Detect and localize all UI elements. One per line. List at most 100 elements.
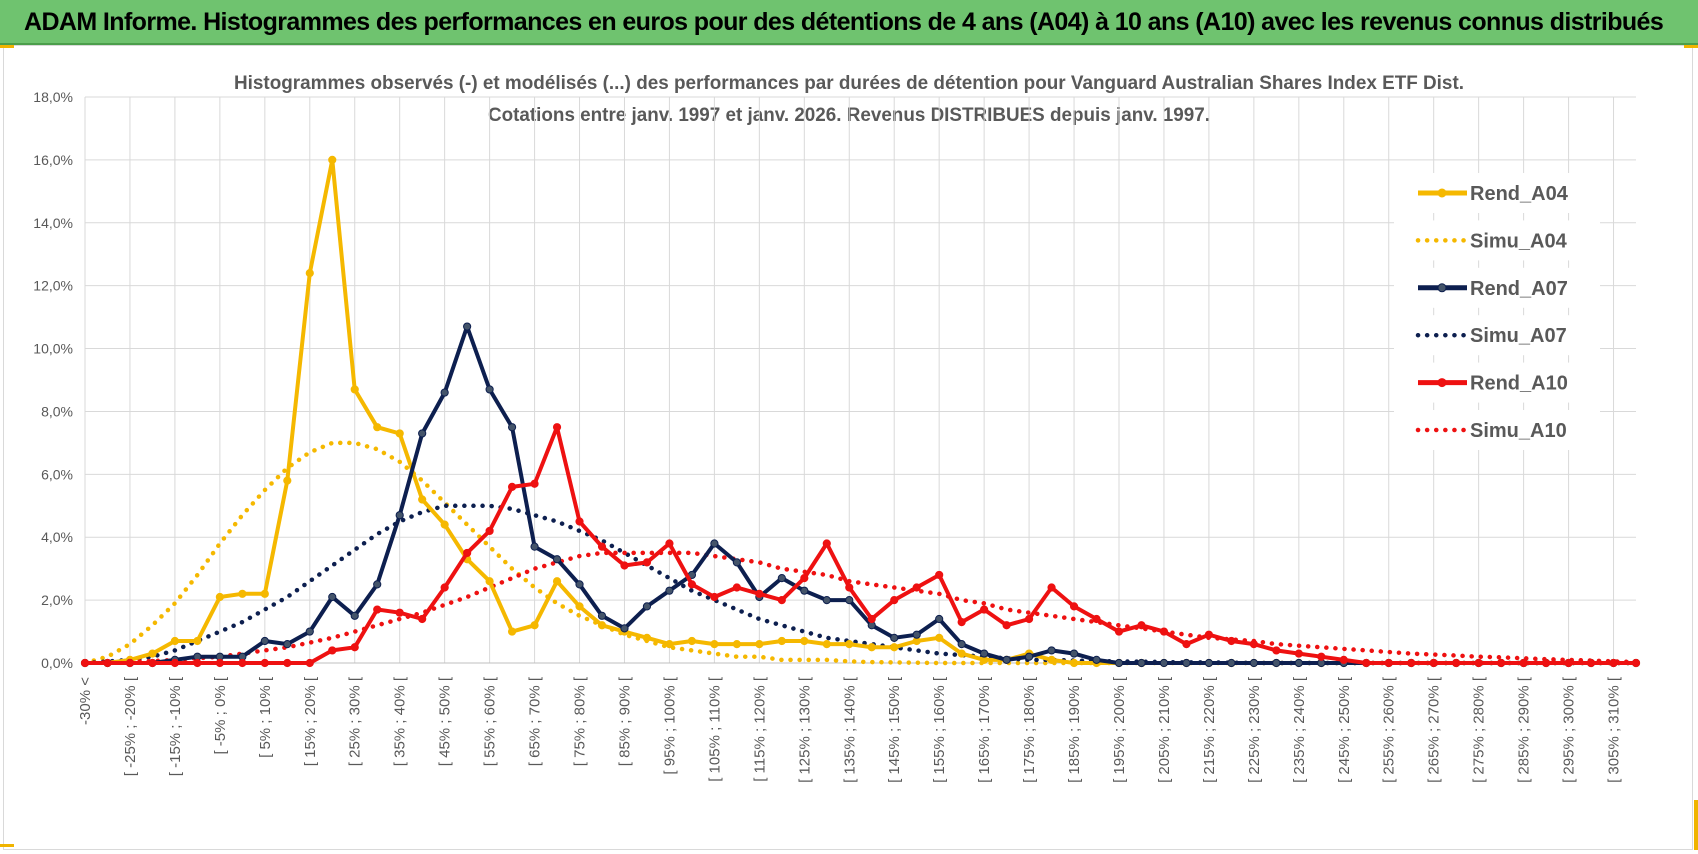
- series-line-simu-a07: [82, 503, 1639, 666]
- data-point: [552, 423, 562, 432]
- data-point: [1024, 652, 1034, 661]
- data-point: [305, 658, 314, 668]
- data-point: [1541, 658, 1551, 668]
- data-point: [418, 429, 427, 438]
- data-point: [867, 643, 876, 652]
- data-point: [710, 640, 719, 649]
- data-point: [1182, 658, 1191, 668]
- x-tick-label: [ 145% ; 150% [: [886, 676, 903, 783]
- data-point: [755, 589, 764, 598]
- data-point: [620, 561, 629, 570]
- data-point: [642, 558, 652, 567]
- data-point: [822, 539, 831, 548]
- x-tick-label: [ 205% ; 210% [: [1156, 676, 1173, 783]
- data-point: [1137, 621, 1146, 630]
- data-point: [597, 611, 607, 620]
- data-point: [215, 592, 224, 602]
- x-tick-label: [ 35% ; 40% [: [392, 676, 409, 766]
- data-point: [1474, 658, 1483, 668]
- data-point: [552, 555, 562, 564]
- data-point: [732, 558, 741, 567]
- legend-label: Simu_A10: [1470, 420, 1567, 442]
- data-point: [1249, 658, 1258, 668]
- x-tick-label: [ 85% ; 90% [: [616, 676, 633, 766]
- data-point: [845, 596, 854, 605]
- data-point: [642, 633, 652, 642]
- y-axis: 0,0% 2,0% 4,0% 6,0% 8,0% 10,0% 12,0% 14,0% 16,0%…: [33, 89, 73, 671]
- data-point: [418, 614, 427, 624]
- data-point: [440, 520, 449, 529]
- series-group: [80, 155, 1641, 668]
- y-tick-label: 12,0%: [33, 278, 73, 294]
- data-point: [328, 646, 337, 655]
- data-point: [238, 589, 247, 598]
- data-point: [935, 614, 944, 624]
- data-point: [732, 583, 741, 592]
- x-tick-label: -30% <: [77, 677, 94, 725]
- x-tick-label: [ 165% ; 170% [: [976, 676, 993, 783]
- data-point: [440, 583, 449, 592]
- y-tick-label: 16,0%: [33, 152, 73, 168]
- data-point: [530, 621, 539, 630]
- data-point: [530, 542, 539, 551]
- data-point: [1272, 658, 1281, 668]
- data-point: [1272, 646, 1281, 655]
- data-point: [260, 636, 269, 646]
- data-point: [575, 517, 584, 526]
- y-tick-label: 14,0%: [33, 215, 73, 231]
- data-point: [935, 633, 944, 642]
- data-point: [1249, 640, 1258, 649]
- x-tick-label: [ 5% ; 10% [: [257, 676, 274, 758]
- data-point: [867, 614, 876, 624]
- data-point: [1114, 658, 1124, 668]
- data-point: [373, 423, 382, 432]
- data-point: [755, 640, 764, 649]
- data-point: [215, 658, 224, 668]
- data-point: [1069, 649, 1079, 658]
- data-point: [1407, 658, 1416, 668]
- corner-mark: [1684, 45, 1698, 48]
- data-point: [260, 658, 269, 668]
- data-point: [328, 155, 337, 164]
- data-point: [687, 580, 697, 589]
- data-point: [845, 640, 854, 649]
- data-point: [845, 583, 854, 592]
- data-point: [890, 596, 899, 605]
- x-tick-label: [ 95% ; 100% [: [661, 676, 678, 774]
- data-point: [507, 627, 517, 636]
- y-tick-label: 18,0%: [33, 89, 73, 105]
- data-point: [1339, 655, 1348, 664]
- data-point: [1069, 658, 1079, 668]
- corner-mark: [1694, 800, 1698, 850]
- x-tick-label: [ 295% ; 300% [: [1561, 676, 1578, 783]
- x-tick-label: [ 215% ; 220% [: [1201, 676, 1218, 783]
- data-point: [575, 602, 584, 611]
- data-point: [350, 385, 359, 394]
- data-point: [1317, 652, 1326, 661]
- data-point: [463, 548, 472, 558]
- data-point: [418, 495, 427, 504]
- data-point: [1002, 621, 1011, 630]
- x-tick-label: [ 255% ; 260% [: [1381, 676, 1398, 783]
- x-tick-label: [ 185% ; 190% [: [1066, 676, 1083, 783]
- x-tick-label: [ 275% ; 280% [: [1471, 676, 1488, 783]
- x-tick-label: [ 155% ; 160% [: [931, 676, 948, 783]
- data-point: [1452, 658, 1461, 668]
- data-point: [485, 526, 494, 536]
- data-point: [1204, 630, 1214, 639]
- data-point: [687, 636, 697, 646]
- data-point: [1137, 658, 1146, 668]
- legend-label: Simu_A04: [1470, 230, 1568, 252]
- data-point: [507, 423, 517, 432]
- data-point: [103, 658, 112, 668]
- data-point: [710, 592, 719, 602]
- data-point: [575, 580, 584, 589]
- x-tick-label: [ 105% ; 110% [: [706, 676, 723, 782]
- data-point: [283, 476, 292, 485]
- data-point: [800, 586, 809, 595]
- legend-label: Simu_A07: [1470, 325, 1567, 347]
- data-point: [170, 658, 180, 668]
- data-point: [890, 643, 899, 652]
- data-point: [1047, 655, 1056, 664]
- data-point: [777, 636, 786, 646]
